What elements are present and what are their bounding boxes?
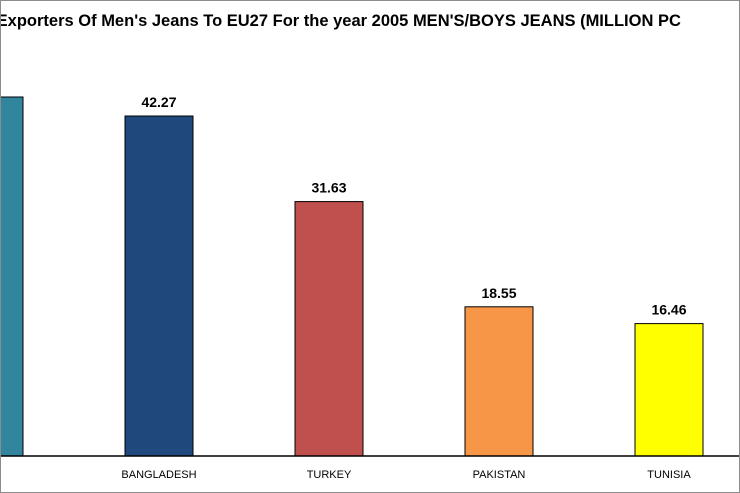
bar-pakistan bbox=[464, 306, 534, 457]
value-label-tunisia: 16.46 bbox=[651, 302, 686, 318]
category-label-pakistan: PAKISTAN bbox=[473, 469, 526, 481]
bar-tunisia bbox=[634, 323, 704, 457]
value-label-pakistan: 18.55 bbox=[481, 285, 516, 301]
value-label-bangladesh: 42.27 bbox=[141, 94, 176, 110]
chart-title: p Exporters Of Men's Jeans To EU27 For t… bbox=[0, 12, 681, 30]
category-label-tunisia: TUNISIA bbox=[647, 469, 691, 481]
category-label-turkey: TURKEY bbox=[307, 469, 352, 481]
category-label-bangladesh: BANGLADESH bbox=[121, 469, 196, 481]
bar-bangladesh bbox=[124, 115, 194, 457]
value-label-turkey: 31.63 bbox=[311, 180, 346, 196]
bar-turkey bbox=[294, 201, 364, 457]
bar-a bbox=[1, 96, 24, 457]
